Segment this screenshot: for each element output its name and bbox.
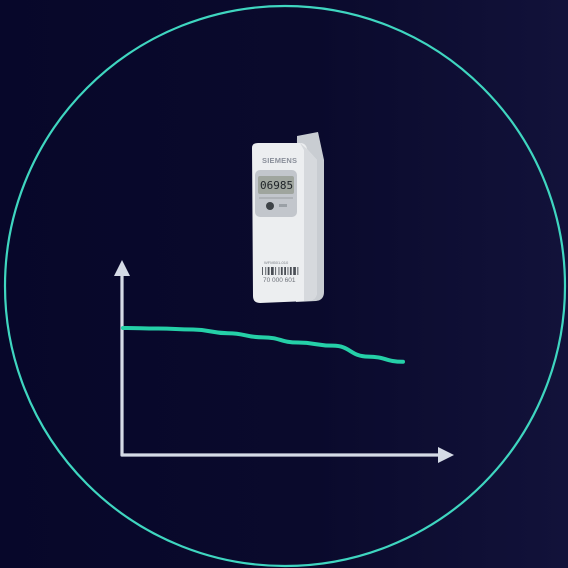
- lcd-screen: [258, 176, 294, 194]
- chart-axes: [114, 260, 454, 463]
- barcode-bar: [265, 267, 267, 275]
- sensor-dot: [266, 202, 274, 210]
- device-serial-label: 70 000 601: [263, 277, 296, 284]
- trend-line: [121, 326, 405, 364]
- lcd-reading: 06985: [260, 179, 293, 192]
- barcode-bar: [275, 267, 277, 275]
- y-axis-arrowhead: [114, 260, 130, 276]
- barcode-bar: [293, 267, 296, 275]
- device-brand-label: SIEMENS: [262, 156, 297, 165]
- display-divider: [259, 197, 293, 199]
- barcode-bar: [297, 267, 299, 275]
- barcode-bar: [278, 267, 280, 275]
- device-side-shading: [300, 143, 317, 301]
- device-model-label: WFM501-010: [264, 260, 289, 265]
- barcode-bar: [262, 267, 263, 275]
- barcode-bar: [267, 267, 270, 275]
- circle-frame: [3, 4, 567, 568]
- heat-meter-device: SIEMENS 06985 WFM501-010 70 000 601: [252, 132, 324, 303]
- x-axis-arrowhead: [438, 447, 454, 463]
- barcode-bar: [284, 267, 286, 275]
- barcode-bar: [289, 267, 292, 275]
- barcode-bar: [280, 267, 283, 275]
- barcode-bar: [271, 267, 274, 275]
- infrared-window: [279, 204, 287, 207]
- barcode: [262, 267, 299, 275]
- barcode-bar: [287, 267, 289, 275]
